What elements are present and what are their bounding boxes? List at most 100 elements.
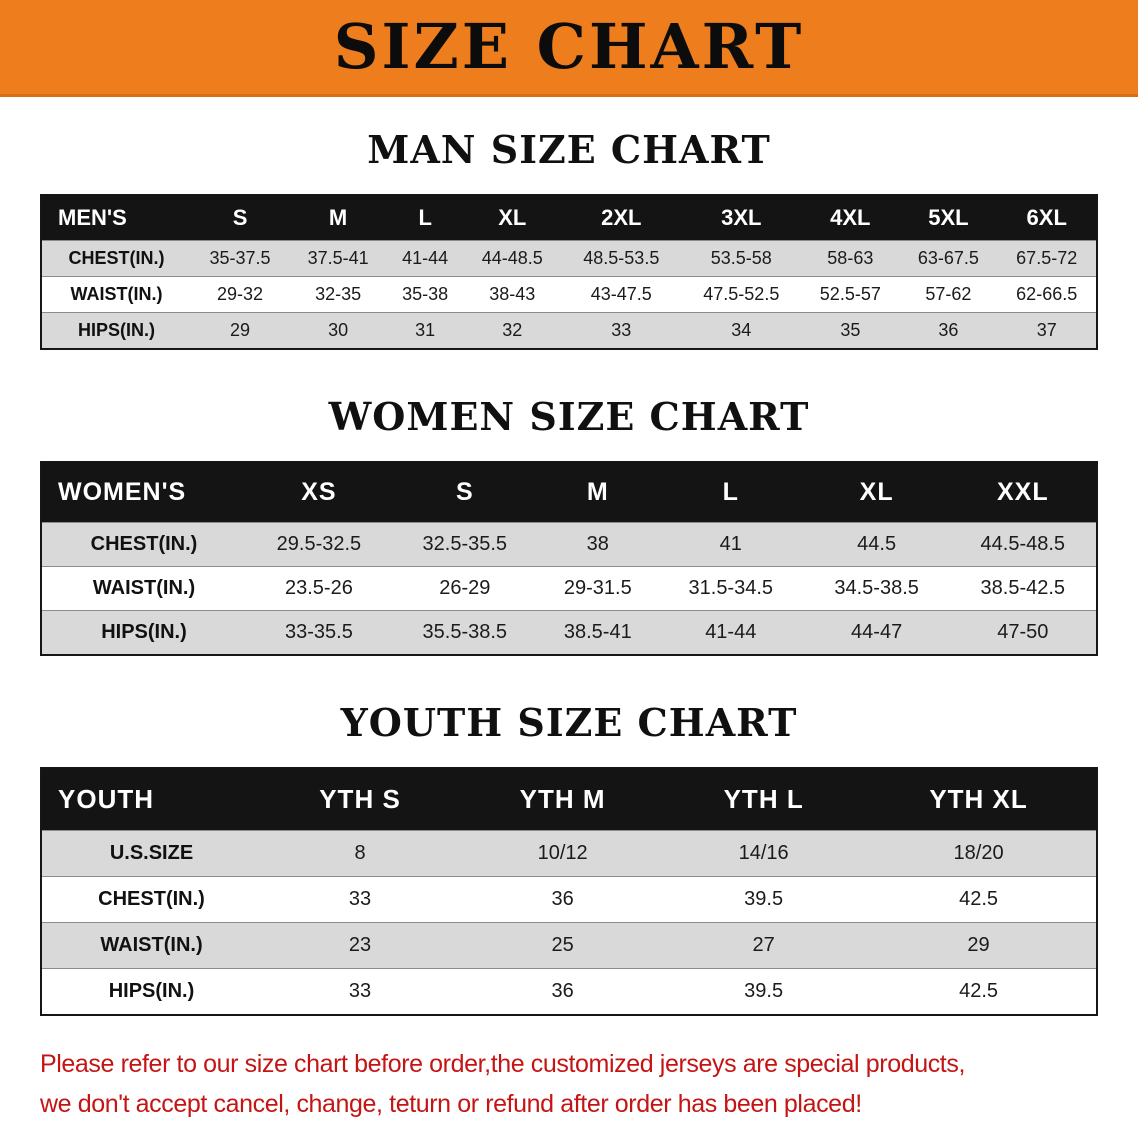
size-value: 29 bbox=[861, 922, 1097, 969]
size-value: 14/16 bbox=[666, 830, 862, 877]
size-column-header: XL bbox=[463, 195, 562, 241]
size-chart-banner: SIZE CHART bbox=[0, 0, 1138, 97]
size-value: 32.5-35.5 bbox=[391, 522, 538, 567]
row-label: CHEST(IN.) bbox=[41, 876, 261, 923]
size-chart-sections: MAN SIZE CHART MEN'S S M L XL 2XL 3XL 4XL 5XL 6XL C… bbox=[0, 127, 1138, 1016]
row-label: HIPS(IN.) bbox=[41, 312, 191, 349]
size-value: 42.5 bbox=[861, 968, 1097, 1015]
size-value: 41-44 bbox=[387, 240, 464, 277]
row-label: CHEST(IN.) bbox=[41, 240, 191, 277]
size-value: 36 bbox=[459, 876, 667, 923]
size-value: 42.5 bbox=[861, 876, 1097, 923]
size-value: 31 bbox=[387, 312, 464, 349]
size-value: 47.5-52.5 bbox=[681, 276, 802, 313]
table-row: HIPS(IN.) 33-35.5 35.5-38.5 38.5-41 41-44 44-… bbox=[41, 610, 1097, 655]
size-value: 39.5 bbox=[666, 876, 862, 923]
size-value: 35.5-38.5 bbox=[391, 610, 538, 655]
size-column-header: 2XL bbox=[561, 195, 682, 241]
table-row: HIPS(IN.) 29 30 31 32 33 34 35 36 37 bbox=[41, 312, 1097, 349]
size-value: 44-47 bbox=[803, 610, 950, 655]
size-value: 33 bbox=[561, 312, 682, 349]
size-value: 27 bbox=[666, 922, 862, 969]
size-column-header: XXL bbox=[949, 462, 1097, 523]
size-value: 35-38 bbox=[387, 276, 464, 313]
size-value: 23 bbox=[261, 922, 460, 969]
table-row: CHEST(IN.) 33 36 39.5 42.5 bbox=[41, 876, 1097, 923]
size-value: 29.5-32.5 bbox=[246, 522, 392, 567]
size-value: 29-31.5 bbox=[537, 566, 658, 611]
table-category-header: YOUTH bbox=[41, 768, 261, 831]
size-value: 29 bbox=[191, 312, 290, 349]
table-row: WAIST(IN.) 23 25 27 29 bbox=[41, 922, 1097, 969]
section-heading: YOUTH SIZE CHART bbox=[340, 700, 798, 745]
size-value: 39.5 bbox=[666, 968, 862, 1015]
size-value: 53.5-58 bbox=[681, 240, 802, 277]
size-value: 38.5-41 bbox=[537, 610, 658, 655]
table-row: CHEST(IN.) 29.5-32.5 32.5-35.5 38 41 44.5 44.5… bbox=[41, 522, 1097, 567]
size-value: 30 bbox=[289, 312, 388, 349]
size-column-header: 5XL bbox=[899, 195, 998, 241]
order-notice-line1: Please refer to our size chart before or… bbox=[40, 1050, 965, 1078]
size-value: 35-37.5 bbox=[191, 240, 290, 277]
size-value: 38.5-42.5 bbox=[949, 566, 1097, 611]
row-label: CHEST(IN.) bbox=[41, 522, 246, 567]
row-label: WAIST(IN.) bbox=[41, 276, 191, 313]
size-value: 38 bbox=[537, 522, 658, 567]
order-notice: Please refer to our size chart before or… bbox=[40, 1044, 1138, 1124]
size-value: 18/20 bbox=[861, 830, 1097, 877]
size-column-header: YTH S bbox=[261, 768, 460, 831]
table-header-row: MEN'S S M L XL 2XL 3XL 4XL 5XL 6XL bbox=[41, 195, 1097, 241]
row-label: WAIST(IN.) bbox=[41, 566, 246, 611]
size-column-header: M bbox=[289, 195, 388, 241]
size-value: 47-50 bbox=[949, 610, 1097, 655]
size-column-header: 3XL bbox=[681, 195, 802, 241]
size-value: 38-43 bbox=[463, 276, 562, 313]
size-column-header: XL bbox=[803, 462, 950, 523]
size-value: 32 bbox=[463, 312, 562, 349]
table-header-row: WOMEN'S XS S M L XL XXL bbox=[41, 462, 1097, 523]
size-value: 44.5-48.5 bbox=[949, 522, 1097, 567]
section-heading: WOMEN SIZE CHART bbox=[328, 394, 810, 439]
size-value: 33 bbox=[261, 968, 460, 1015]
mens-size-table: MEN'S S M L XL 2XL 3XL 4XL 5XL 6XL CHEST(IN.) 35-37… bbox=[40, 194, 1098, 350]
section-heading: MAN SIZE CHART bbox=[367, 127, 771, 172]
size-column-header: YTH M bbox=[459, 768, 667, 831]
size-value: 31.5-34.5 bbox=[657, 566, 804, 611]
table-row: WAIST(IN.) 29-32 32-35 35-38 38-43 43-47.5 47.… bbox=[41, 276, 1097, 313]
size-value: 44.5 bbox=[803, 522, 950, 567]
size-value: 33 bbox=[261, 876, 460, 923]
size-value: 48.5-53.5 bbox=[561, 240, 682, 277]
size-value: 25 bbox=[459, 922, 667, 969]
size-value: 36 bbox=[459, 968, 667, 1015]
size-value: 26-29 bbox=[391, 566, 538, 611]
size-value: 10/12 bbox=[459, 830, 667, 877]
size-value: 8 bbox=[261, 830, 460, 877]
size-value: 41-44 bbox=[657, 610, 804, 655]
size-value: 43-47.5 bbox=[561, 276, 682, 313]
table-row: WAIST(IN.) 23.5-26 26-29 29-31.5 31.5-34.5 34… bbox=[41, 566, 1097, 611]
table-row: HIPS(IN.) 33 36 39.5 42.5 bbox=[41, 968, 1097, 1015]
row-label: HIPS(IN.) bbox=[41, 610, 246, 655]
table-category-header: WOMEN'S bbox=[41, 462, 246, 523]
banner-title: SIZE CHART bbox=[333, 10, 805, 83]
row-label: WAIST(IN.) bbox=[41, 922, 261, 969]
size-value: 63-67.5 bbox=[899, 240, 998, 277]
table-header-row: YOUTH YTH S YTH M YTH L YTH XL bbox=[41, 768, 1097, 831]
size-column-header: L bbox=[657, 462, 804, 523]
size-value: 37.5-41 bbox=[289, 240, 388, 277]
size-column-header: L bbox=[387, 195, 464, 241]
size-value: 34 bbox=[681, 312, 802, 349]
size-value: 35 bbox=[801, 312, 900, 349]
size-column-header: S bbox=[191, 195, 290, 241]
size-value: 44-48.5 bbox=[463, 240, 562, 277]
row-label: U.S.SIZE bbox=[41, 830, 261, 877]
size-value: 67.5-72 bbox=[997, 240, 1097, 277]
size-value: 33-35.5 bbox=[246, 610, 392, 655]
size-value: 23.5-26 bbox=[246, 566, 392, 611]
size-column-header: 4XL bbox=[801, 195, 900, 241]
size-value: 34.5-38.5 bbox=[803, 566, 950, 611]
size-column-header: S bbox=[391, 462, 538, 523]
table-row: CHEST(IN.) 35-37.5 37.5-41 41-44 44-48.5 48.5… bbox=[41, 240, 1097, 277]
womens-size-table: WOMEN'S XS S M L XL XXL CHEST(IN.) 29.5-32.5 32.5… bbox=[40, 461, 1098, 656]
size-column-header: M bbox=[537, 462, 658, 523]
